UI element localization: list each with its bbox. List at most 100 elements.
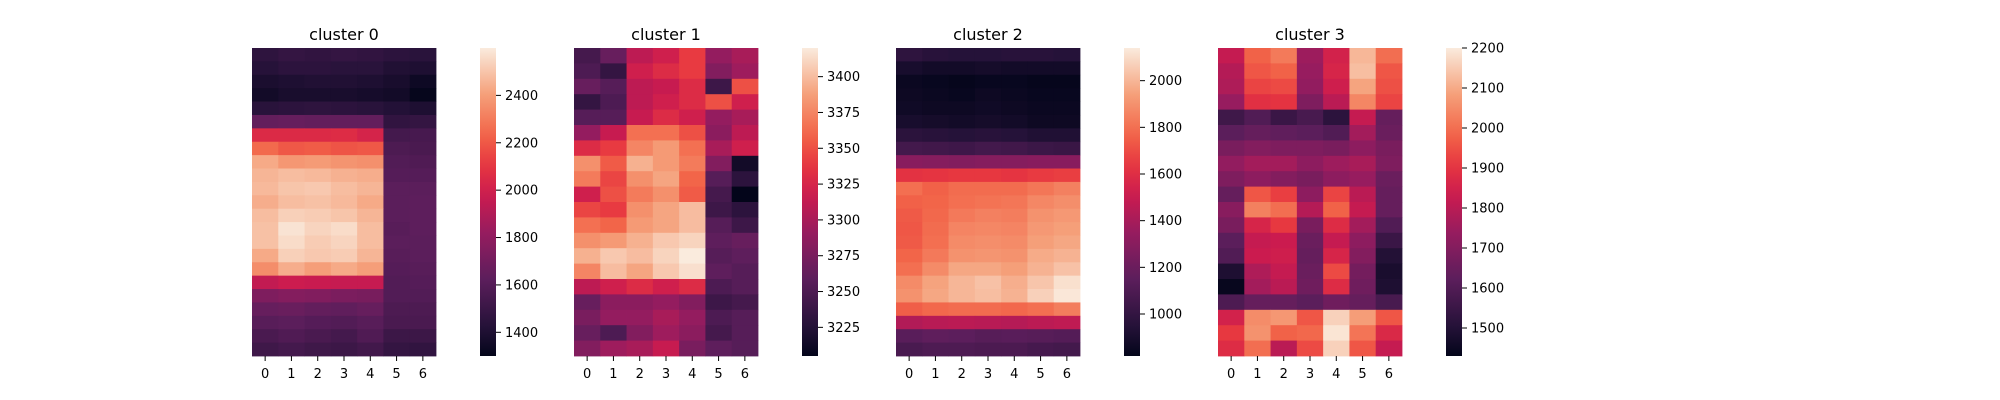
heatmap-cell	[1053, 181, 1081, 196]
heatmap-cell	[731, 202, 759, 218]
heatmap-cell	[705, 155, 733, 172]
colorbar-tick-label: 2200	[505, 136, 538, 151]
heatmap-cell	[1244, 309, 1271, 326]
heatmap-cell	[409, 195, 437, 210]
heatmap-cell	[1001, 302, 1028, 317]
heatmap-cell	[357, 315, 384, 330]
heatmap-cell	[948, 181, 976, 196]
heatmap-cell	[974, 342, 1002, 357]
heatmap-cell	[252, 101, 279, 116]
x-tick-label: 0	[905, 367, 913, 382]
x-tick-label: 3	[1306, 367, 1314, 382]
heatmap-cell	[652, 325, 680, 341]
heatmap-cell	[948, 208, 976, 223]
colorbar-tick-label: 1400	[505, 326, 538, 341]
heatmap-cell	[896, 128, 923, 143]
heatmap-cell	[1218, 294, 1245, 311]
heatmap-cell	[974, 168, 1002, 183]
heatmap-cell	[1001, 141, 1028, 156]
heatmap-cell	[1349, 186, 1377, 203]
heatmap-cell	[679, 294, 706, 311]
heatmap-cell	[1375, 48, 1403, 64]
heatmap-cell	[896, 141, 923, 156]
heatmap-cell	[574, 171, 601, 187]
heatmap-cell	[679, 186, 706, 203]
heatmap-cell	[252, 114, 279, 129]
heatmap-cell	[600, 140, 627, 157]
heatmap-cell	[948, 342, 976, 357]
heatmap-cell	[731, 171, 759, 187]
heatmap-cell	[409, 222, 437, 236]
heatmap-cell	[731, 109, 759, 126]
colorbar-tick-label: 1800	[505, 231, 538, 246]
x-tick-label: 2	[314, 367, 322, 382]
heatmap-cell	[974, 74, 1002, 89]
heatmap-cell	[1270, 263, 1298, 280]
heatmap-cell	[600, 94, 627, 110]
heatmap-cell	[1375, 94, 1403, 110]
heatmap-cell	[357, 48, 384, 62]
heatmap-cell	[1270, 109, 1298, 126]
colorbar-tick-label: 3400	[827, 70, 860, 85]
heatmap-cell	[705, 340, 733, 357]
heatmap-cell	[1270, 94, 1298, 110]
heatmap-cell	[652, 263, 680, 280]
heatmap-cell	[1323, 63, 1350, 80]
heatmap-cell	[974, 302, 1002, 317]
heatmap-cell	[1323, 94, 1350, 110]
heatmap-cell	[330, 114, 358, 129]
heatmap-cell	[304, 315, 332, 330]
heatmap-cell	[1001, 168, 1028, 183]
heatmap-cell	[409, 61, 437, 76]
heatmap-cell	[1244, 48, 1271, 64]
heatmap-cell	[1001, 222, 1028, 236]
heatmap-cell	[1349, 325, 1377, 341]
heatmap-cell	[383, 155, 411, 169]
heatmap-cell	[922, 315, 949, 330]
x-tick-label: 1	[609, 367, 617, 382]
heatmap-cell	[574, 186, 601, 203]
heatmap-cell	[679, 125, 706, 141]
heatmap-cell	[626, 171, 654, 187]
heatmap-cell	[896, 329, 923, 344]
heatmap-cell	[1375, 340, 1403, 357]
colorbar	[1446, 48, 1462, 356]
heatmap-cell	[626, 78, 654, 95]
heatmap-cell	[1349, 155, 1377, 172]
heatmap-cell	[1375, 217, 1403, 234]
heatmap-cell	[948, 302, 976, 317]
heatmap-cell	[974, 235, 1002, 250]
heatmap-cell	[679, 232, 706, 249]
heatmap-cell	[652, 217, 680, 234]
heatmap-cell	[626, 186, 654, 203]
colorbar-tick-label: 1600	[505, 278, 538, 293]
heatmap-cell	[1244, 217, 1271, 234]
heatmap-cell	[357, 101, 384, 116]
heatmap-cell	[1244, 279, 1271, 295]
x-tick-label: 1	[1253, 367, 1261, 382]
heatmap-cell	[1053, 168, 1081, 183]
heatmap-cell	[705, 294, 733, 311]
heatmap-cell	[574, 202, 601, 218]
heatmap-cell	[1053, 262, 1081, 277]
x-tick-label: 0	[261, 367, 269, 382]
heatmap-cell	[896, 208, 923, 223]
heatmap-cell	[1027, 168, 1055, 183]
heatmap-cell	[922, 101, 949, 116]
colorbar-tick-label: 2000	[1471, 122, 1504, 137]
heatmap-cell	[1323, 232, 1350, 249]
x-tick-label: 1	[287, 367, 295, 382]
heatmap-cell	[1218, 78, 1245, 95]
heatmap-panel-2: cluster 2 0 1 2 3 4 5 6 1000 1200 1400 1600 1800 2000	[896, 25, 1182, 382]
heatmap-cell	[705, 78, 733, 95]
heatmap-cell	[1296, 171, 1324, 187]
colorbar-tick-label: 2000	[505, 184, 538, 199]
heatmap-cell	[278, 342, 305, 357]
heatmap-cell	[252, 222, 279, 236]
x-tick-label: 5	[392, 367, 400, 382]
heatmap-cell	[679, 217, 706, 234]
heatmap-cell	[896, 302, 923, 317]
heatmap-cell	[574, 78, 601, 95]
heatmap-cell	[652, 125, 680, 141]
heatmap-cell	[731, 294, 759, 311]
